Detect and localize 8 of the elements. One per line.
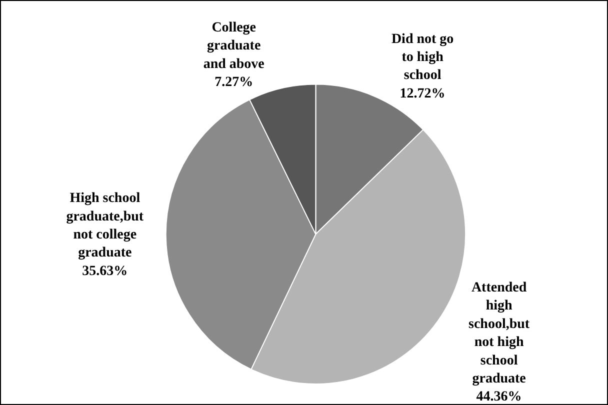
slice-label: Did not go to high school — [391, 32, 454, 84]
slice-label: College graduate and above — [203, 20, 264, 72]
data-label: 12.72% — [400, 86, 446, 102]
slice-label: Attended high school,but not high school graduate — [468, 280, 530, 387]
data-label: 44.36% — [476, 390, 522, 405]
slice-label: High school graduate,but not college graduate — [66, 191, 144, 261]
data-label: 35.63% — [82, 264, 128, 279]
data-label: 7.27% — [214, 74, 254, 90]
